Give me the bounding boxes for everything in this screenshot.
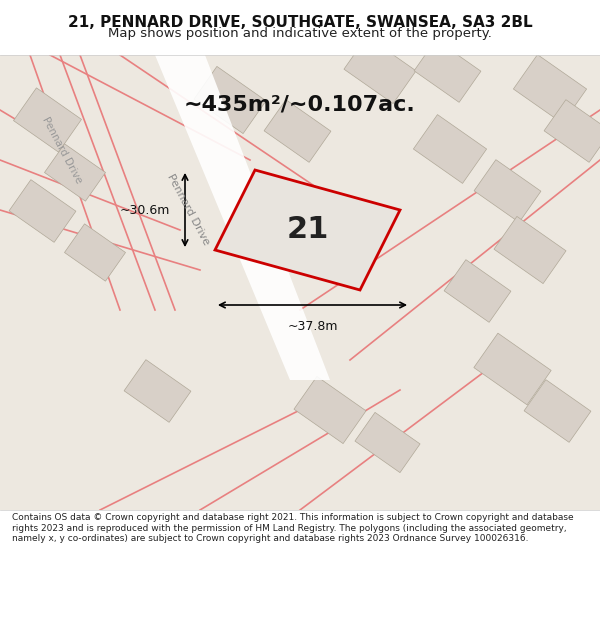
Polygon shape	[544, 99, 600, 162]
Polygon shape	[64, 224, 125, 281]
Text: ~30.6m: ~30.6m	[119, 204, 170, 216]
Polygon shape	[494, 216, 566, 284]
Text: Pennard Drive: Pennard Drive	[40, 115, 83, 185]
Polygon shape	[413, 114, 487, 183]
Polygon shape	[524, 379, 591, 442]
Polygon shape	[474, 333, 551, 405]
Text: Contains OS data © Crown copyright and database right 2021. This information is : Contains OS data © Crown copyright and d…	[12, 514, 574, 543]
Text: 21: 21	[286, 216, 329, 244]
Polygon shape	[44, 144, 106, 201]
Polygon shape	[14, 88, 82, 152]
Text: 21, PENNARD DRIVE, SOUTHGATE, SWANSEA, SA3 2BL: 21, PENNARD DRIVE, SOUTHGATE, SWANSEA, S…	[68, 16, 532, 31]
Polygon shape	[344, 36, 416, 104]
Text: ~435m²/~0.107ac.: ~435m²/~0.107ac.	[184, 95, 416, 115]
Text: ~37.8m: ~37.8m	[287, 320, 338, 333]
Polygon shape	[355, 412, 420, 472]
Polygon shape	[264, 99, 331, 162]
Polygon shape	[514, 54, 587, 123]
Polygon shape	[9, 179, 76, 243]
Text: Pennard Drive: Pennard Drive	[165, 173, 211, 248]
Text: Map shows position and indicative extent of the property.: Map shows position and indicative extent…	[108, 27, 492, 39]
Polygon shape	[194, 66, 266, 134]
Polygon shape	[124, 359, 191, 423]
Polygon shape	[474, 159, 541, 222]
Polygon shape	[294, 376, 366, 444]
Polygon shape	[215, 170, 400, 290]
Polygon shape	[444, 259, 511, 322]
Polygon shape	[414, 39, 481, 102]
Polygon shape	[155, 55, 330, 380]
